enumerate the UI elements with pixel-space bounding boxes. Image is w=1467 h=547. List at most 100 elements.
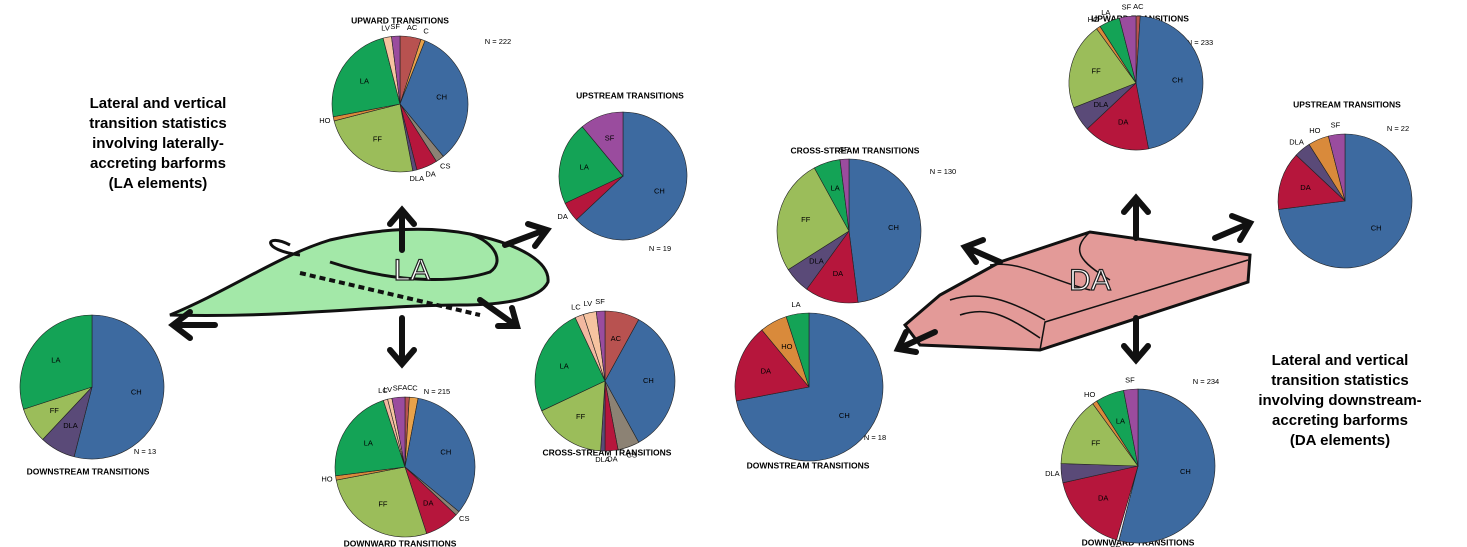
slice-label: DA <box>557 212 567 221</box>
slice-label: FF <box>378 499 388 508</box>
slice-label: CH <box>131 388 142 397</box>
slice-label: AC <box>1133 2 1144 11</box>
slice-label: FF <box>576 412 586 421</box>
arrow <box>893 329 938 355</box>
pie-slice <box>1068 28 1137 109</box>
slice-label: HO <box>1088 15 1099 24</box>
slice-label: LA <box>1116 417 1125 426</box>
pie-slice <box>581 111 624 177</box>
slice-label: LA <box>364 439 373 448</box>
n-label: N = 13 <box>134 447 156 456</box>
pie-slice <box>595 310 606 382</box>
pie-slice <box>839 158 850 232</box>
da-label: DA <box>1069 264 1111 297</box>
slice-label: HO <box>319 116 330 125</box>
slice-label: SF <box>1331 121 1341 130</box>
slice-label: LA <box>560 361 569 370</box>
slice-label: LV <box>583 299 592 308</box>
slice-label: SF <box>595 297 605 306</box>
slice-label: DLA <box>410 174 425 183</box>
pie-slice <box>335 466 428 538</box>
pie-slice <box>776 167 850 270</box>
chart-title: DOWNWARD TRANSITIONS <box>344 538 457 547</box>
slice-label: AC <box>611 334 622 343</box>
slice-label: FF <box>801 215 811 224</box>
slice-label: FF <box>1092 66 1102 75</box>
slice-label: SF <box>390 22 400 31</box>
slice-label: SF <box>605 134 615 143</box>
slice-label: DA <box>761 366 771 375</box>
annotation: accreting barforms <box>90 155 226 172</box>
la-outline <box>269 232 499 282</box>
la-dash <box>299 271 481 317</box>
slice-label: CH <box>839 411 850 420</box>
arrow <box>387 205 417 253</box>
pie-slice <box>391 396 406 468</box>
slice-label: DA <box>423 499 433 508</box>
slice-label: CH <box>440 447 451 456</box>
slice-label: CS <box>440 161 450 170</box>
pie-slice <box>734 329 810 402</box>
slice-label: AC <box>402 383 413 392</box>
pie-slice <box>334 400 406 477</box>
pie-slice <box>391 35 401 105</box>
arrow <box>387 315 417 369</box>
pie-slice <box>1086 82 1149 151</box>
annotation: (DA elements) <box>1290 432 1390 449</box>
slice-label: LA <box>831 184 840 193</box>
arrow <box>502 221 552 249</box>
pie-slice <box>541 380 606 452</box>
da-lines <box>949 231 1249 351</box>
slice-label: DLA <box>1289 137 1304 146</box>
chart-title: DOWNSTREAM TRANSITIONS <box>747 460 870 470</box>
n-label: N = 233 <box>1187 38 1213 47</box>
slice-label: LV <box>383 385 392 394</box>
pie-slice <box>73 314 165 460</box>
slice-label: DA <box>1098 494 1108 503</box>
la-shape <box>169 227 550 317</box>
pie-slice <box>1118 15 1137 84</box>
annotation: transition statistics <box>1271 372 1409 389</box>
slice-label: SF <box>1125 375 1135 384</box>
chart-title: CROSS-STREAM TRANSITIONS <box>791 145 920 155</box>
annotation: Lateral and vertical <box>90 95 227 112</box>
pie-slice <box>1062 465 1139 541</box>
n-label: N = 215 <box>424 387 450 396</box>
slice-label: CH <box>888 223 899 232</box>
slice-label: CS <box>627 450 637 459</box>
chart-title: DOWNSTREAM TRANSITIONS <box>27 466 150 476</box>
slice-label: LA <box>51 356 60 365</box>
slice-label: CS <box>459 514 469 523</box>
pie-slice <box>1123 388 1139 467</box>
chart-title: CROSS-STREAM TRANSITIONS <box>543 447 672 457</box>
pie-slice <box>1327 133 1346 202</box>
slice-label: HO <box>781 342 792 351</box>
slice-label: DA <box>425 170 435 179</box>
annotation: Lateral and vertical <box>1272 352 1409 369</box>
pie-slice <box>604 319 676 443</box>
annotation: involving downstream- <box>1258 392 1421 409</box>
annotation: transition statistics <box>89 115 227 132</box>
pie-slice <box>534 317 606 412</box>
slice-label: CH <box>1180 467 1191 476</box>
slice-label: DA <box>607 455 617 464</box>
chart-title: UPSTREAM TRANSITIONS <box>576 90 684 100</box>
slice-label: CH <box>1371 223 1382 232</box>
slice-label: LA <box>791 300 800 309</box>
arrow <box>1121 315 1151 365</box>
pie-slice <box>575 111 688 241</box>
n-label: N = 222 <box>485 37 511 46</box>
slice-label: LA <box>360 76 369 85</box>
pie-slice <box>333 103 414 173</box>
slice-label: SF <box>393 383 403 392</box>
da-shape <box>902 230 1252 352</box>
slice-label: SF <box>1122 3 1132 12</box>
arrow <box>168 309 218 341</box>
slice-label: CH <box>1172 75 1183 84</box>
pie-slice <box>404 397 476 513</box>
pie-slice <box>1135 15 1204 150</box>
slice-label: DA <box>1300 183 1310 192</box>
pie-slice <box>558 126 624 204</box>
chart-title: UPSTREAM TRANSITIONS <box>1293 99 1401 109</box>
